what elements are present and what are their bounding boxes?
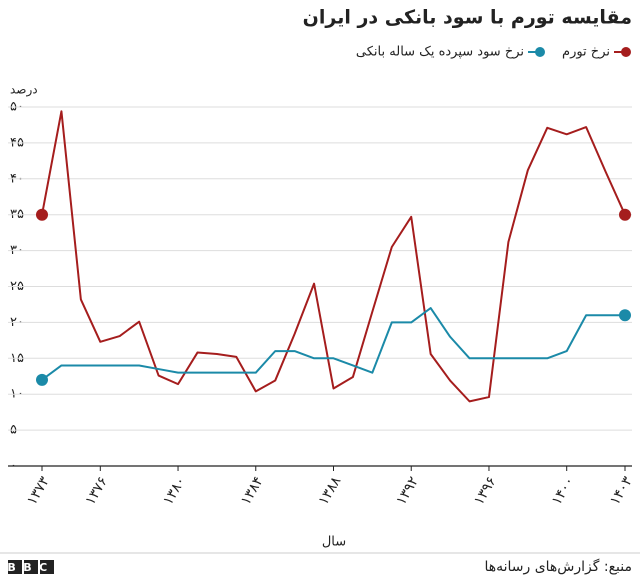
x-tick-label: ۱۳۸۴ [238, 474, 267, 508]
x-tick-label: ۱۴۰۳ [607, 474, 636, 508]
logo-box [8, 560, 22, 574]
series-line [41, 307, 625, 381]
legend-label: نرخ سود سپرده یک ساله بانکی [356, 45, 524, 60]
x-tick-label: ۱۳۹۶ [471, 474, 500, 508]
x-tick-label: ۱۳۷۳ [24, 474, 53, 508]
y-axis-label: درصد [10, 83, 38, 98]
logo-text: BBC [7, 561, 54, 574]
legend-label: نرخ تورم [562, 45, 610, 60]
source: منبع: گزارش‌های رسانه‌ها [484, 558, 632, 575]
series-line [41, 110, 626, 403]
logo-box [24, 560, 38, 574]
x-axis-label: سال [322, 535, 346, 550]
x-tick-label: ۱۳۸۰ [160, 474, 189, 508]
legend-marker [621, 47, 631, 57]
end-point [36, 373, 48, 386]
legend-item: نرخ تورم [562, 45, 631, 60]
x-tick-label: ۱۳۷۶ [82, 474, 111, 508]
end-point [36, 208, 48, 221]
end-point [619, 208, 631, 221]
legend-item: نرخ سود سپرده یک ساله بانکی [356, 45, 546, 60]
chart-title: مقایسه تورم با سود بانکی در ایران [303, 7, 632, 29]
logo-box [40, 560, 54, 574]
x-tick-label: ۱۴۰۰ [549, 474, 578, 508]
end-point [619, 309, 631, 322]
legend-marker [535, 47, 546, 57]
x-tick-label: ۱۳۹۲ [393, 474, 422, 508]
x-tick-label: ۱۳۸۸ [316, 474, 345, 508]
logo: BBC [7, 560, 54, 574]
